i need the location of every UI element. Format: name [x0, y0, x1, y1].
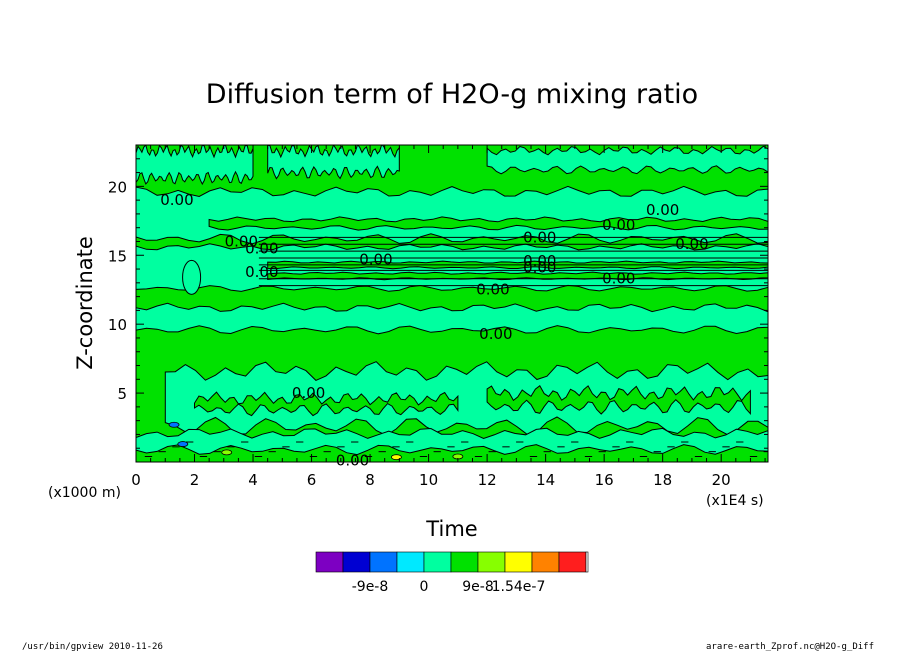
contour-label: 0.00 [359, 250, 392, 268]
x-tick-label: 8 [365, 471, 375, 489]
y-tick-label: 15 [108, 247, 127, 265]
contour-label: 0.00 [523, 259, 556, 277]
contour-label: 0.00 [523, 228, 556, 246]
x-axis-title: Time [425, 517, 477, 541]
contour-label: 0.00 [292, 384, 325, 402]
x-tick-label: 14 [536, 471, 555, 489]
contour-band [486, 145, 768, 175]
colorbar-swatch [477, 551, 506, 573]
y-unit-label: (x1000 m) [48, 485, 121, 501]
contour-label: 0.00 [602, 270, 635, 288]
contour-band [267, 145, 400, 180]
contour-spot [391, 454, 402, 461]
x-tick-label: 0 [131, 471, 141, 489]
contour-label: 0.00 [245, 239, 278, 257]
contour-spot [168, 421, 180, 428]
contour-band [136, 302, 768, 335]
contour-label: 0.00 [336, 452, 369, 470]
contour-band [136, 145, 254, 186]
contour-label: 0.00 [523, 252, 556, 270]
contour-band [136, 185, 768, 245]
colorbar-swatch [558, 551, 587, 573]
colorbar-label: -9e-8 [352, 579, 389, 595]
contour-band [136, 427, 768, 456]
contour-label: 0.00 [646, 201, 679, 219]
x-tick-label: 4 [248, 471, 258, 489]
contour-labels: 0.000.000.000.000.000.00 0.000.00 0.000.00… [160, 191, 708, 469]
footer-right: arare-earth_Zprof.nc@H2O-g_Diff [706, 642, 874, 652]
contour-spot [221, 449, 233, 456]
colorbar-swatch [396, 551, 425, 573]
x-tick-label: 20 [712, 471, 731, 489]
colorbar-swatch [504, 551, 533, 573]
colorbar-swatch [531, 551, 560, 573]
contour-band [486, 385, 751, 415]
contour-band [164, 361, 768, 436]
colorbar: -9e-8 0 9e-81.54e-7 [315, 551, 589, 595]
contour-band [208, 216, 768, 231]
chart-title: Diffusion term of H2O-g mixing ratio [206, 79, 698, 110]
plot-frame [135, 144, 769, 463]
colorbar-label: 0 [420, 579, 429, 595]
x-tick-label: 16 [595, 471, 614, 489]
colorbar-swatch [450, 551, 479, 573]
x-axis: 0 2 4 6 8 10 12 14 16 18 20 [131, 145, 766, 489]
colorbar-swatch [369, 551, 398, 573]
colorbar-label: 9e-8 [462, 579, 493, 595]
colorbar-swatch [342, 551, 371, 573]
contour-label: 0.00 [225, 232, 258, 250]
colorbar-swatch [423, 551, 452, 573]
contour-label: 0.00 [675, 235, 708, 253]
contour-regions [136, 145, 768, 461]
colorbar-label: 1.54e-7 [492, 579, 546, 595]
x-tick-label: 2 [190, 471, 200, 489]
contour-band [194, 391, 459, 417]
x-tick-label: 10 [419, 471, 438, 489]
contour-label: 0.00 [245, 263, 278, 281]
x-unit-label: (x1E4 s) [706, 493, 764, 509]
y-axis: 5 10 15 20 [108, 158, 768, 449]
y-axis-title: Z-coordinate [73, 236, 97, 370]
footer-left: /usr/bin/gpview 2010-11-26 [22, 642, 163, 652]
x-tick-label: 6 [307, 471, 317, 489]
colorbar-end [585, 551, 589, 573]
contour-spot [182, 259, 202, 295]
x-tick-label: 12 [478, 471, 497, 489]
x-tick-label: 18 [653, 471, 672, 489]
contour-label: 0.00 [476, 281, 509, 299]
contour-label: 0.00 [602, 216, 635, 234]
contour-label: 0.00 [160, 191, 193, 209]
contour-label: 0.00 [479, 325, 512, 343]
y-tick-label: 10 [108, 316, 127, 334]
y-tick-label: 20 [108, 178, 127, 196]
y-tick-label: 5 [117, 385, 127, 403]
plot-area: 0.000.000.000.000.000.00 0.000.00 0.000.00… [135, 144, 769, 470]
colorbar-swatch [315, 551, 344, 573]
contour-spot [177, 441, 189, 447]
